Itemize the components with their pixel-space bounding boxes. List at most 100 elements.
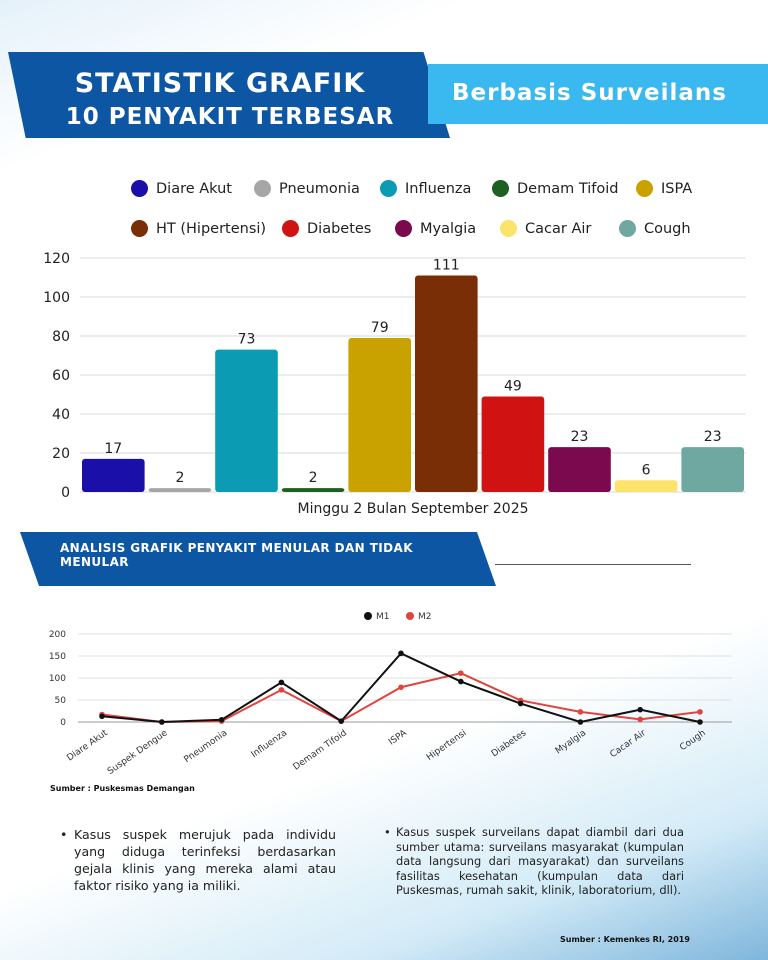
legend-item: Myalgia: [395, 220, 476, 237]
bar: [81, 458, 145, 492]
series-line: [101, 672, 701, 724]
data-point: [278, 687, 285, 693]
y-tick-label: 80: [52, 329, 70, 345]
y-tick-label: 200: [49, 630, 66, 640]
data-point: [637, 716, 643, 723]
legend-label: Diare Akut: [156, 180, 232, 197]
legend-label: Myalgia: [420, 220, 477, 237]
source-kemenkes: Sumber : Kemenkes RI, 2019: [560, 935, 690, 944]
legend-label: Cacar Air: [525, 220, 592, 237]
legend-swatch: [406, 612, 414, 620]
y-tick-label: 100: [43, 290, 70, 306]
legend-item: Pneumonia: [254, 180, 360, 197]
legend-item: Cough: [619, 220, 691, 237]
legend-item: Diabetes: [282, 220, 371, 237]
bar: [348, 337, 412, 492]
legend-swatch: [619, 220, 636, 237]
data-point: [577, 709, 584, 715]
legend-swatch: [131, 220, 148, 237]
legend-item: Demam Tifoid: [492, 180, 618, 197]
page-subtitle: 10 PENYAKIT TERBESAR: [65, 104, 395, 130]
data-point: [159, 719, 165, 725]
x-tick-label: Diare Akut: [65, 728, 110, 764]
data-label: 73: [238, 332, 256, 348]
legend-item: ISPA: [636, 180, 692, 197]
data-point: [577, 719, 584, 725]
legend-swatch: [131, 180, 148, 197]
x-tick-label: ISPA: [387, 728, 409, 748]
x-tick-label: Cacar Air: [608, 728, 648, 760]
section-divider: [495, 564, 691, 565]
legend-swatch: [395, 220, 412, 237]
data-label: 111: [433, 258, 460, 274]
bar: [481, 396, 545, 492]
legend-swatch: [380, 180, 397, 197]
legend-swatch: [364, 612, 372, 620]
legend-swatch: [282, 220, 299, 237]
bar: [681, 447, 745, 492]
legend-label: Pneumonia: [279, 180, 360, 197]
bar-chart: 0 20 40 60 80 100 120 17 2 73 2 79 111 49 23 6 23 Minggu …: [43, 251, 746, 517]
legend-swatch: [500, 220, 517, 237]
y-tick-label: 20: [52, 446, 70, 462]
data-label: 49: [504, 378, 522, 394]
x-axis-label: Minggu 2 Bulan September 2025: [297, 501, 528, 517]
bullet-surveillance-sources: • Kasus suspek surveilans dapat diambil …: [384, 825, 684, 898]
x-tick-label: Demam Tifoid: [292, 728, 349, 772]
data-label: 23: [704, 429, 722, 445]
data-point: [458, 678, 464, 685]
data-point: [218, 717, 225, 723]
y-tick-label: 60: [52, 368, 70, 384]
data-point: [398, 650, 404, 657]
legend-label: ISPA: [661, 180, 693, 197]
data-point: [697, 719, 703, 725]
x-tick-label: Influenza: [250, 728, 290, 760]
section-banner: [20, 532, 496, 586]
x-tick-label: Diabetes: [490, 728, 529, 759]
y-tick-label: 120: [43, 251, 70, 267]
data-point: [637, 706, 643, 713]
bar: [414, 275, 478, 492]
y-tick-label: 50: [55, 696, 67, 706]
data-point: [517, 700, 524, 707]
legend-item: Diare Akut: [131, 180, 232, 197]
y-tick-label: 150: [49, 652, 66, 662]
data-point: [458, 670, 464, 676]
data-label: 79: [371, 320, 389, 336]
bar: [281, 488, 345, 492]
legend-label: Demam Tifoid: [517, 180, 619, 197]
data-point: [99, 713, 105, 720]
legend-label: HT (Hipertensi): [156, 220, 267, 237]
legend-label: M2: [418, 612, 432, 622]
data-label: 17: [104, 441, 122, 457]
page-title: STATISTIK GRAFIK: [74, 68, 366, 99]
section-title: ANALISIS GRAFIK PENYAKIT MENULAR DAN TID…: [60, 541, 413, 569]
legend-swatch: [636, 180, 653, 197]
legend-item: HT (Hipertensi): [131, 220, 266, 237]
bullet-text: Kasus suspek surveilans dapat diambil da…: [396, 825, 684, 897]
y-tick-label: 100: [49, 674, 66, 684]
x-tick-label: Hipertensi: [425, 728, 469, 763]
legend-label: Influenza: [405, 180, 472, 197]
data-point: [697, 709, 703, 715]
tag-banner: [428, 64, 768, 124]
data-label: 2: [309, 470, 318, 486]
data-label: 2: [175, 470, 184, 486]
bar: [548, 447, 611, 492]
bar: [148, 488, 212, 492]
legend-item: Influenza: [380, 180, 471, 197]
legend-swatch: [492, 180, 509, 197]
legend-label: Cough: [644, 220, 691, 237]
source-puskesmas: Sumber : Puskesmas Demangan: [50, 784, 195, 793]
bar: [215, 349, 278, 492]
legend-label: M1: [376, 612, 390, 622]
y-tick-label: 40: [52, 407, 70, 423]
x-tick-label: Suspek Dengue: [106, 728, 170, 777]
data-point: [338, 718, 345, 724]
legend-swatch: [254, 180, 271, 197]
title-banner: [8, 52, 450, 138]
data-point: [398, 684, 404, 691]
y-tick-label: 0: [61, 485, 70, 501]
data-label: 23: [571, 429, 589, 445]
